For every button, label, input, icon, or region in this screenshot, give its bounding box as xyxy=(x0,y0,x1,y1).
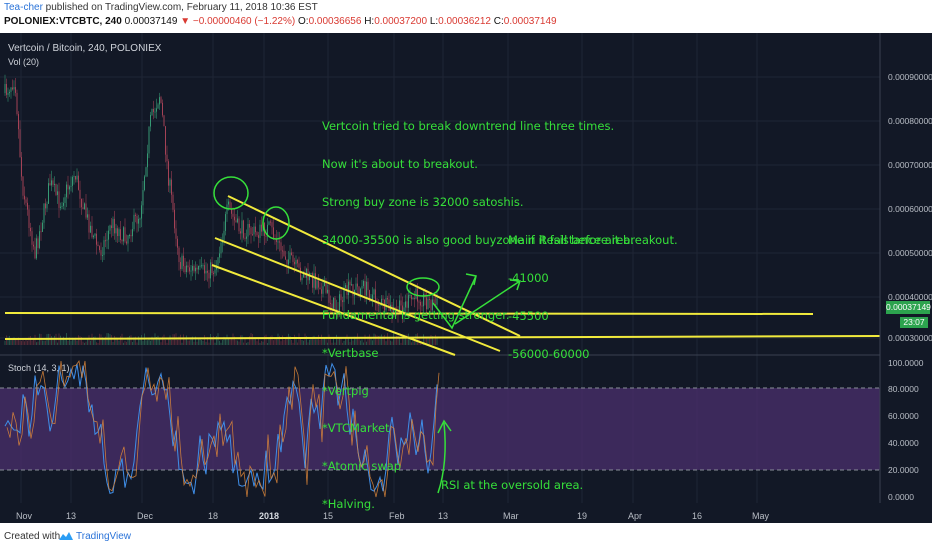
time-tick: Nov xyxy=(16,511,33,521)
time-tick: May xyxy=(752,511,770,521)
time-tick: 13 xyxy=(66,511,77,521)
support-line-upper xyxy=(4,312,814,315)
bar-timer-badge: 23:07 xyxy=(900,317,928,328)
volume-label: Vol (20) xyxy=(8,57,40,67)
main-annotation: Vertcoin tried to break downtrend line t… xyxy=(322,95,678,523)
main-line: *Vertbase xyxy=(322,345,379,360)
downtrend-line-3 xyxy=(211,264,456,356)
created-with-label: Created with xyxy=(4,531,61,542)
time-tick: 19 xyxy=(577,511,588,521)
rsi-annotation: RSI at the oversold area. xyxy=(441,478,584,492)
stoch-tick: 0.0000 xyxy=(888,492,914,502)
price-tick: 0.00060000 xyxy=(888,204,932,214)
stoch-tick: 60.0000 xyxy=(888,411,919,421)
ohlc-bar: POLONIEX:VTCBTC, 240 0.00037149 ▼ −0.000… xyxy=(4,15,557,29)
time-tick: 16 xyxy=(692,511,703,521)
breakout-arrow-2-head xyxy=(509,279,522,291)
last-price-badge: 0.00037149 xyxy=(886,301,931,314)
stochastic-lines xyxy=(4,359,440,498)
breakout-arrow-1 xyxy=(432,275,477,330)
close-value: 0.00037149 xyxy=(503,16,557,27)
time-tick: Mar xyxy=(503,511,519,521)
stoch-label: Stoch (14, 3, 1) xyxy=(8,363,70,373)
resistance-line: -45500 xyxy=(508,308,549,323)
time-tick: Feb xyxy=(389,511,405,521)
tradingview-logo-icon xyxy=(59,532,73,540)
ellipse-touch-2 xyxy=(262,206,290,240)
last-price: 0.00037149 xyxy=(124,16,178,27)
annotation-marks xyxy=(213,176,522,494)
publish-info: Tea-cher published on TradingView.com, F… xyxy=(4,1,318,14)
high-value: 0.00037200 xyxy=(374,16,428,27)
axis-bg xyxy=(880,33,932,523)
low-label: L: xyxy=(429,16,439,27)
main-line: *Atomic swap xyxy=(322,459,402,474)
main-line: 34000-35500 is also good buyzone if it f… xyxy=(322,232,678,247)
rsi-arrow xyxy=(437,422,446,494)
price-tick: 0.00070000 xyxy=(888,160,932,170)
ellipse-touch-1 xyxy=(213,176,249,210)
time-tick: 13 xyxy=(438,511,449,521)
author-link[interactable]: Tea-cher xyxy=(4,2,43,13)
stoch-tick: 100.0000 xyxy=(888,358,924,368)
stoch-tick: 40.0000 xyxy=(888,438,919,448)
resistance-line: -56000-60000 xyxy=(508,346,590,361)
price-tick: 0.00030000 xyxy=(888,333,932,343)
support-line-lower xyxy=(4,335,881,340)
time-tick: 15 xyxy=(323,511,334,521)
time-tick: Dec xyxy=(137,511,154,521)
rsi-arrow-head xyxy=(437,419,452,434)
close-label: C: xyxy=(493,16,504,27)
resistance-line: Main Resistance area. xyxy=(508,233,635,248)
time-tick-year: 2018 xyxy=(259,511,280,521)
time-tick: Apr xyxy=(628,511,643,521)
main-line: Fundamental is getting stronger. xyxy=(322,308,510,323)
downtrend-line-2 xyxy=(214,237,501,352)
stoch-tick: 20.0000 xyxy=(888,465,919,475)
chart-canvas xyxy=(0,33,932,523)
published-text: published on TradingView.com, February 1… xyxy=(42,2,318,13)
main-line: *Vertpig xyxy=(322,383,369,398)
resistance-line: -41000 xyxy=(508,270,549,285)
main-line: Vertcoin tried to break downtrend line t… xyxy=(322,119,615,134)
breakout-arrow-1-head xyxy=(465,273,477,286)
price-tick: 0.00080000 xyxy=(888,116,932,126)
ellipse-touch-3 xyxy=(406,277,440,297)
main-line: *VTCMarket xyxy=(322,421,390,436)
breakout-arrow-2 xyxy=(454,280,521,325)
price-tick: 0.00050000 xyxy=(888,248,932,258)
price-tick: 0.00040000 xyxy=(888,292,932,302)
resistance-annotation: Main Resistance area. -41000 -45500 -560… xyxy=(508,209,634,385)
price-tick: 0.00090000 xyxy=(888,72,932,82)
down-arrow-icon: ▼ xyxy=(180,16,191,27)
main-line: Strong buy zone is 32000 satoshis. xyxy=(322,194,524,209)
footer: Created with TradingView xyxy=(0,523,932,550)
chart-area[interactable]: Vertcoin / Bitcoin, 240, POLONIEX Vol (2… xyxy=(0,33,932,523)
main-line: *Halving. xyxy=(322,497,375,511)
stoch-tick: 80.0000 xyxy=(888,384,919,394)
open-value: 0.00036656 xyxy=(308,16,362,27)
time-tick: 18 xyxy=(208,511,219,521)
price-change: −0.00000460 (−1.22%) xyxy=(192,16,296,27)
price-candles xyxy=(4,74,438,324)
low-value: 0.00036212 xyxy=(438,16,491,27)
main-line: Now it's about to breakout. xyxy=(322,156,478,171)
symbol-label: Vertcoin / Bitcoin, 240, POLONIEX xyxy=(8,43,162,54)
tradingview-brand-link[interactable]: TradingView xyxy=(76,531,132,542)
symbol-title: POLONIEX:VTCBTC, 240 xyxy=(4,16,122,27)
open-label: O: xyxy=(298,16,309,27)
high-label: H: xyxy=(364,16,375,27)
